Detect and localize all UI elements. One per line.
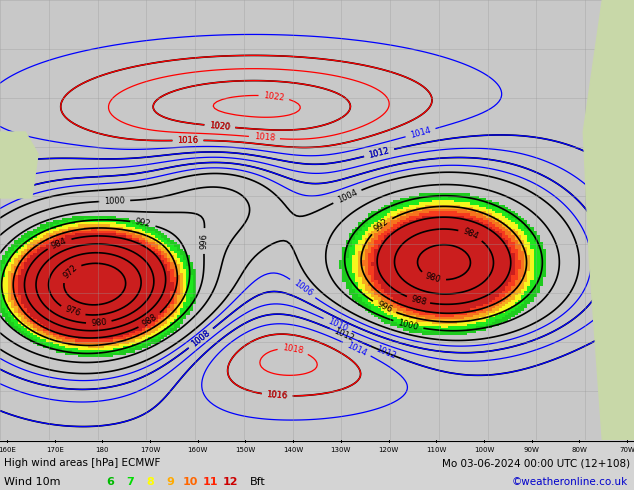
Text: 1012: 1012 xyxy=(368,146,391,160)
Text: 988: 988 xyxy=(141,313,159,329)
Text: 972: 972 xyxy=(61,263,79,281)
Text: 1020: 1020 xyxy=(209,121,231,132)
Text: 1018: 1018 xyxy=(254,132,275,143)
Text: 1016: 1016 xyxy=(178,136,198,145)
Text: 170W: 170W xyxy=(140,447,160,453)
Text: 996: 996 xyxy=(375,300,393,315)
Text: 6: 6 xyxy=(106,477,114,487)
Text: 1010: 1010 xyxy=(327,317,349,333)
Text: 980: 980 xyxy=(424,271,442,285)
Text: 1014: 1014 xyxy=(346,340,368,358)
Polygon shape xyxy=(0,132,38,198)
Text: 1018: 1018 xyxy=(282,343,304,356)
Polygon shape xyxy=(583,0,634,440)
Text: 1004: 1004 xyxy=(336,188,359,205)
Text: 1008: 1008 xyxy=(190,328,212,348)
Text: 1020: 1020 xyxy=(209,121,231,132)
Text: 1012: 1012 xyxy=(368,146,391,160)
Text: 996: 996 xyxy=(199,233,209,249)
Text: 1016: 1016 xyxy=(178,136,198,145)
Text: 150W: 150W xyxy=(235,447,256,453)
Text: 1016: 1016 xyxy=(266,390,288,401)
Text: 976: 976 xyxy=(64,305,82,318)
Text: 1012: 1012 xyxy=(374,344,397,361)
Text: 1012: 1012 xyxy=(333,326,356,343)
Text: 11: 11 xyxy=(202,477,217,487)
Text: 120W: 120W xyxy=(378,447,399,453)
Text: 1016: 1016 xyxy=(266,390,288,401)
Text: 1014: 1014 xyxy=(409,125,432,140)
Text: 1008: 1008 xyxy=(190,328,212,348)
Text: ©weatheronline.co.uk: ©weatheronline.co.uk xyxy=(512,477,628,487)
Text: 8: 8 xyxy=(146,477,154,487)
Text: 10: 10 xyxy=(183,477,198,487)
Text: 160E: 160E xyxy=(0,447,16,453)
Text: 1000: 1000 xyxy=(104,196,126,206)
Text: 100W: 100W xyxy=(474,447,494,453)
Text: Wind 10m: Wind 10m xyxy=(4,477,60,487)
Text: 110W: 110W xyxy=(426,447,446,453)
Text: 90W: 90W xyxy=(524,447,540,453)
Text: Bft: Bft xyxy=(250,477,266,487)
Text: 70W: 70W xyxy=(619,447,634,453)
Text: 12: 12 xyxy=(223,477,238,487)
Text: 170E: 170E xyxy=(46,447,63,453)
Text: Mo 03-06-2024 00:00 UTC (12+108): Mo 03-06-2024 00:00 UTC (12+108) xyxy=(442,458,630,468)
Text: 7: 7 xyxy=(126,477,134,487)
Text: 9: 9 xyxy=(166,477,174,487)
Text: 1006: 1006 xyxy=(292,279,314,298)
Text: 1000: 1000 xyxy=(397,318,420,332)
Text: 984: 984 xyxy=(462,227,480,242)
Text: 130W: 130W xyxy=(331,447,351,453)
Text: 980: 980 xyxy=(91,318,107,328)
Text: 1022: 1022 xyxy=(263,91,285,102)
Text: 80W: 80W xyxy=(571,447,587,453)
Text: High wind areas [hPa] ECMWF: High wind areas [hPa] ECMWF xyxy=(4,458,160,468)
Text: 180: 180 xyxy=(96,447,109,453)
Text: 140W: 140W xyxy=(283,447,303,453)
Text: 984: 984 xyxy=(50,236,68,250)
Text: 992: 992 xyxy=(134,218,152,229)
Text: 992: 992 xyxy=(372,217,391,234)
Text: 160W: 160W xyxy=(188,447,208,453)
Text: 988: 988 xyxy=(410,294,428,307)
